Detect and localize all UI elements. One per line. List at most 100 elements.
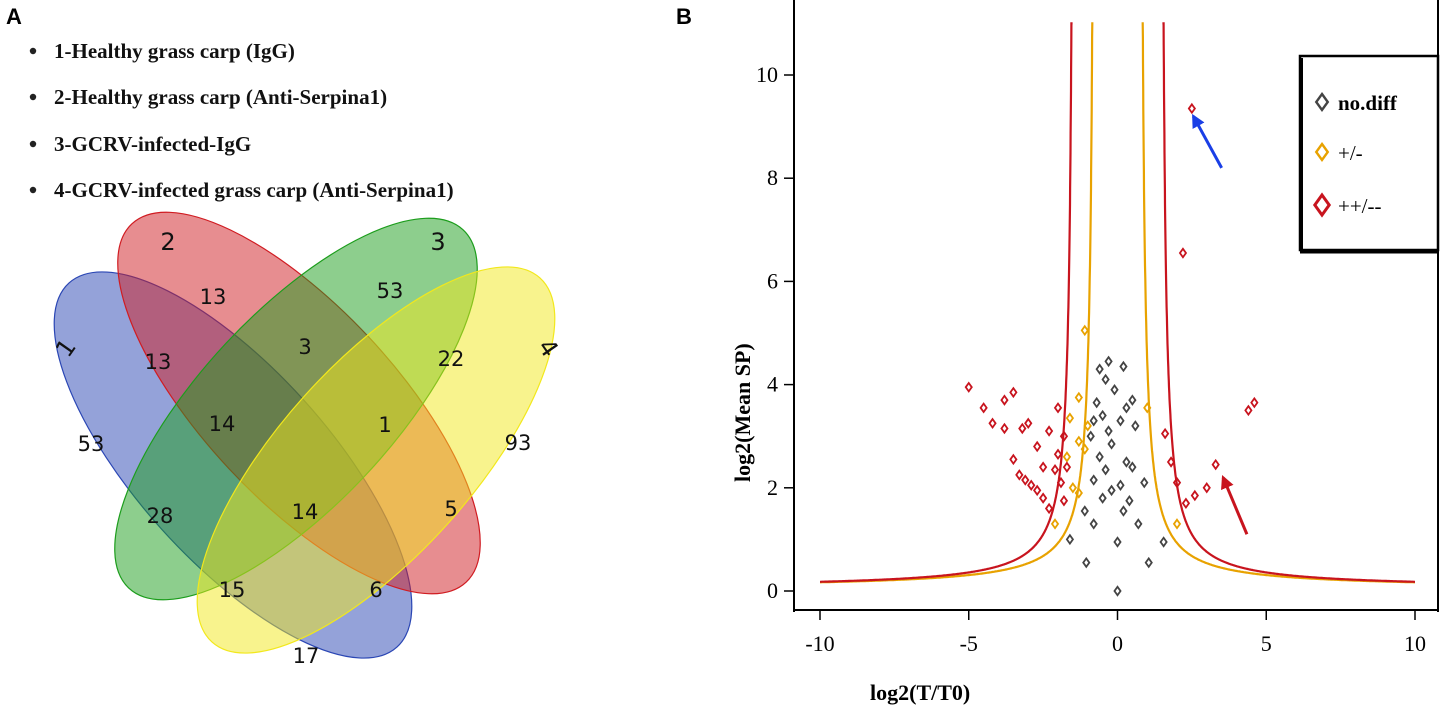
point-doubleplusminus (1160, 427, 1170, 440)
point-nodiff (1128, 461, 1137, 473)
point-nodiff (1082, 556, 1091, 569)
point-nodiff (1159, 536, 1168, 548)
venn-count-2: 13 (200, 285, 227, 309)
point-nodiff (1113, 536, 1122, 548)
point-nodiff (1095, 363, 1104, 375)
panel-b-label: B (676, 4, 692, 29)
venn-diagram: 1 2 3 4 53 13 53 93 13 3 22 14 1 28 14 5… (50, 211, 564, 668)
legend-marker-doubleplusminus (1312, 192, 1332, 218)
x-tick-label: 10 (1404, 631, 1426, 656)
venn-count-2-4: 5 (444, 497, 457, 521)
legend-item-2: 2-Healthy grass carp (Anti-Serpina1) (54, 85, 387, 109)
point-plusminus (1143, 402, 1152, 414)
point-doubleplusminus (1000, 422, 1009, 435)
legend-bullet (29, 47, 37, 55)
point-nodiff (1128, 394, 1137, 406)
point-nodiff (1116, 414, 1125, 427)
point-doubleplusminus (1056, 476, 1066, 489)
point-nodiff (1089, 518, 1098, 530)
point-doubleplusminus (1044, 502, 1054, 515)
point-doubleplusminus (1024, 417, 1033, 430)
venn-count-1-3: 28 (147, 504, 174, 528)
point-nodiff (1131, 420, 1140, 432)
y-tick-label: 8 (767, 165, 778, 190)
point-doubleplusminus (1027, 479, 1036, 491)
point-doubleplusminus (1038, 492, 1048, 504)
point-doubleplusminus (1009, 453, 1018, 466)
point-plusminus (1062, 451, 1072, 463)
scatter-plot: -10 -5 0 5 10 0 2 4 6 8 10 log2(T/T0) log2(Mean SP… (730, 0, 1440, 705)
point-doubleplusminus (1166, 456, 1176, 468)
point-nodiff (1134, 518, 1143, 530)
y-tick-label: 10 (756, 62, 778, 87)
legend-label-doubleplusminus: ++/-- (1338, 194, 1382, 218)
venn-count-1-3-4: 15 (219, 578, 246, 602)
point-doubleplusminus (1250, 396, 1259, 409)
y-tick-label: 0 (767, 578, 778, 603)
venn-count-3: 53 (377, 279, 404, 303)
point-plusminus (1080, 324, 1089, 337)
point-nodiff (1086, 430, 1095, 442)
point-doubleplusminus (1015, 469, 1024, 481)
point-plusminus (1068, 482, 1078, 494)
point-doubleplusminus (1021, 474, 1030, 486)
point-doubleplusminus (1211, 458, 1220, 471)
point-doubleplusminus (979, 402, 988, 414)
point-nodiff (1140, 476, 1149, 489)
point-doubleplusminus (1178, 247, 1188, 259)
venn-legend: 1-Healthy grass carp (IgG) 2-Healthy gra… (29, 39, 454, 202)
point-nodiff (1065, 533, 1075, 546)
point-doubleplusminus (1244, 404, 1253, 417)
panel-a-label: A (6, 4, 22, 29)
point-nodiff (1119, 360, 1128, 373)
point-doubleplusminus (1202, 482, 1211, 494)
point-nodiff (1101, 373, 1110, 386)
point-nodiff (1080, 505, 1089, 517)
point-nodiff (1104, 355, 1113, 368)
point-doubleplusminus (1000, 394, 1009, 406)
legend-marker-plusminus (1314, 141, 1330, 163)
venn-count-2-3: 3 (298, 335, 311, 359)
point-doubleplusminus (1038, 461, 1048, 473)
point-nodiff (1122, 402, 1131, 414)
point-nodiff (1144, 556, 1153, 569)
point-doubleplusminus (1033, 484, 1042, 497)
point-nodiff (1116, 479, 1125, 491)
legend-bullet (29, 140, 37, 148)
point-plusminus (1080, 443, 1089, 455)
point-plusminus (1074, 391, 1083, 404)
venn-count-1-4: 17 (293, 644, 320, 668)
threshold-curve-doubleplusminus-right (1162, 22, 1415, 583)
point-doubleplusminus (1033, 440, 1042, 453)
x-tick-label: -10 (805, 631, 834, 656)
legend-item-4: 4-GCRV-infected grass carp (Anti-Serpina… (54, 178, 454, 202)
venn-set-4 (196, 266, 556, 654)
point-doubleplusminus (1172, 476, 1182, 489)
legend-box (1298, 54, 1440, 252)
scatter-legend: no.diff +/- ++/-- (1298, 54, 1440, 254)
point-doubleplusminus (1059, 430, 1069, 442)
point-doubleplusminus (1009, 386, 1018, 399)
point-doubleplusminus (1181, 497, 1191, 510)
blue-arrow (1192, 113, 1223, 169)
x-axis-title: log2(T/T0) (870, 680, 970, 705)
legend-item-3: 3-GCRV-infected-IgG (54, 132, 251, 156)
x-tick-label: 0 (1112, 631, 1123, 656)
point-nodiff (1107, 438, 1116, 450)
point-nodiff (1113, 585, 1122, 597)
point-nodiff (1125, 494, 1134, 507)
y-tick-label: 6 (767, 268, 778, 293)
point-nodiff (1089, 474, 1098, 486)
venn-count-2-3-4: 1 (378, 413, 391, 437)
point-plusminus (1074, 435, 1083, 448)
point-plusminus (1074, 487, 1083, 499)
point-nodiff (1119, 505, 1128, 517)
point-doubleplusminus (1053, 448, 1063, 461)
point-doubleplusminus (1044, 425, 1054, 437)
threshold-curve-doubleplusminus-left (820, 22, 1073, 583)
point-plusminus (1050, 518, 1060, 530)
venn-set-label-3: 3 (430, 228, 445, 256)
point-doubleplusminus (1062, 461, 1072, 473)
x-tick-label: -5 (960, 631, 978, 656)
